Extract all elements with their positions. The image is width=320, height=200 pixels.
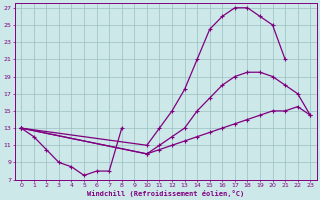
X-axis label: Windchill (Refroidissement éolien,°C): Windchill (Refroidissement éolien,°C) [87,190,244,197]
